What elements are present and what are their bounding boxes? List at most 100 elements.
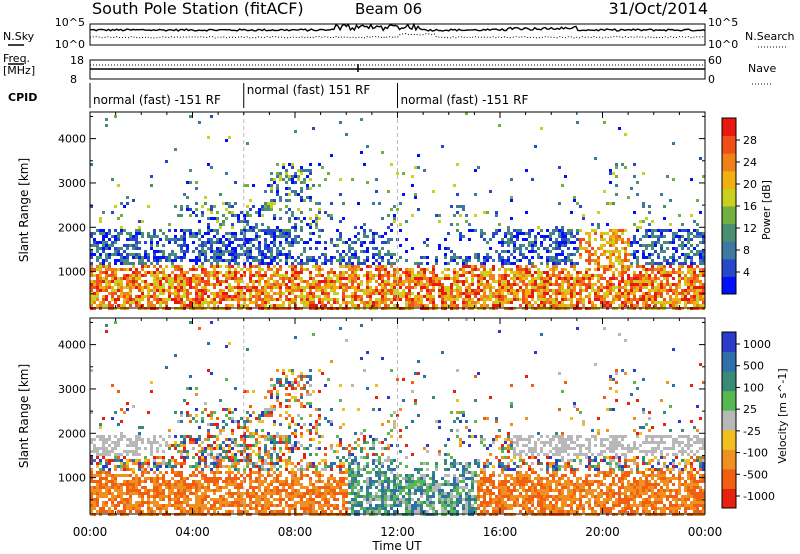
velocity-cell: [201, 474, 204, 477]
power-cell: [435, 214, 438, 217]
power-cell: [198, 283, 201, 286]
power-cell: [510, 178, 513, 181]
velocity-cell: [153, 459, 156, 462]
power-cell: [102, 295, 105, 298]
power-cell: [297, 169, 300, 172]
power-cell: [660, 265, 663, 268]
velocity-cell: [186, 477, 189, 480]
power-cell: [234, 298, 237, 301]
velocity-cell: [180, 489, 183, 492]
power-cell: [399, 295, 402, 298]
power-cell: [246, 238, 249, 241]
power-cell: [159, 286, 162, 289]
power-cell: [291, 286, 294, 289]
velocity-cell: [126, 501, 129, 504]
power-cell: [249, 214, 252, 217]
power-cell: [690, 271, 693, 274]
power-cell: [423, 304, 426, 307]
velocity-cell: [96, 471, 99, 474]
velocity-cell: [102, 468, 105, 471]
velocity-cell: [156, 441, 159, 444]
power-cell: [525, 265, 528, 268]
velocity-cell: [153, 438, 156, 441]
power-cell: [327, 274, 330, 277]
power-cell: [627, 241, 630, 244]
velocity-cell: [120, 498, 123, 501]
power-cell: [366, 304, 369, 307]
power-cell: [483, 259, 486, 262]
power-cell: [669, 265, 672, 268]
velocity-cell: [156, 465, 159, 468]
power-cell: [627, 259, 630, 262]
power-cell: [468, 271, 471, 274]
power-cell: [411, 268, 414, 271]
power-cell: [285, 181, 288, 184]
power-cell: [300, 169, 303, 172]
velocity-cell: [90, 438, 93, 441]
power-cell: [639, 280, 642, 283]
power-cell: [231, 235, 234, 238]
power-cell: [549, 304, 552, 307]
power-cell: [465, 271, 468, 274]
power-cell: [330, 154, 333, 157]
velocity-cell: [147, 507, 150, 510]
power-cell: [276, 184, 279, 187]
power-cell: [270, 259, 273, 262]
power-cell: [219, 289, 222, 292]
power-cell: [393, 283, 396, 286]
velocity-cell: [231, 492, 234, 495]
power-cell: [504, 274, 507, 277]
power-cell: [609, 280, 612, 283]
power-cell: [588, 295, 591, 298]
velocity-cell: [195, 501, 198, 504]
velocity-cell: [99, 495, 102, 498]
power-cell: [132, 238, 135, 241]
power-cell: [555, 304, 558, 307]
power-cell: [132, 301, 135, 304]
power-cell: [684, 259, 687, 262]
power-cell: [651, 295, 654, 298]
power-cell: [102, 277, 105, 280]
power-cell: [507, 226, 510, 229]
velocity-cell: [90, 504, 93, 507]
power-cell: [684, 277, 687, 280]
power-cell: [264, 238, 267, 241]
velocity-cell: [219, 504, 222, 507]
velocity-cell: [207, 438, 210, 441]
power-cell: [276, 229, 279, 232]
power-cell: [459, 232, 462, 235]
power-cell: [627, 280, 630, 283]
power-cell: [171, 280, 174, 283]
power-cell: [264, 286, 267, 289]
power-cell: [138, 295, 141, 298]
velocity-cell: [129, 459, 132, 462]
velocity-cell: [129, 507, 132, 510]
power-cell: [96, 289, 99, 292]
power-cell: [255, 286, 258, 289]
power-cell: [438, 247, 441, 250]
power-cell: [600, 232, 603, 235]
power-cell: [702, 274, 705, 277]
power-cell: [324, 295, 327, 298]
power-cell: [156, 259, 159, 262]
power-cell: [108, 280, 111, 283]
power-cell: [96, 286, 99, 289]
velocity-cell: [123, 456, 126, 459]
power-cell: [300, 286, 303, 289]
power-cell: [483, 295, 486, 298]
power-cell: [246, 283, 249, 286]
velocity-cell: [189, 489, 192, 492]
power-cell: [513, 280, 516, 283]
power-cell: [324, 280, 327, 283]
velocity-cell: [99, 447, 102, 450]
power-cell: [288, 289, 291, 292]
power-cell: [180, 250, 183, 253]
velocity-cell: [135, 441, 138, 444]
velocity-cell: [219, 471, 222, 474]
power-cell: [387, 292, 390, 295]
power-cell: [465, 262, 468, 265]
power-cell: [177, 286, 180, 289]
velocity-cell: [219, 498, 222, 501]
power-cell: [606, 280, 609, 283]
power-cell: [174, 265, 177, 268]
